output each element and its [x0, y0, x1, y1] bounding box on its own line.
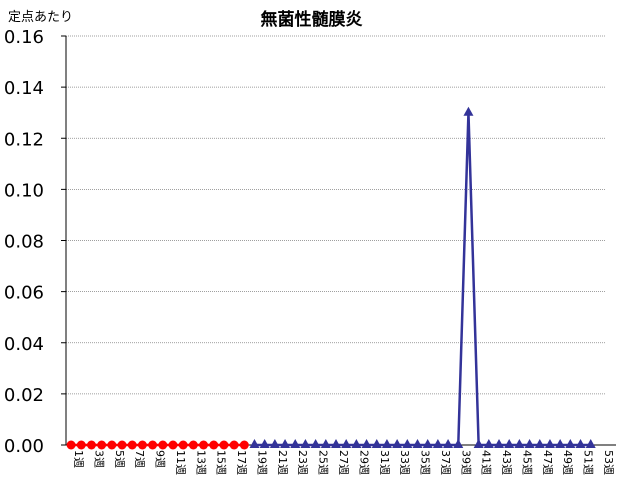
y-tick-label: 0.14 [4, 78, 44, 99]
x-tick-label: 21週 [276, 450, 289, 475]
data-point [178, 440, 188, 450]
data-point [381, 439, 392, 448]
y-tick-label: 0.04 [4, 334, 44, 355]
x-tick-label: 3週 [92, 450, 105, 468]
x-tick-label: 23週 [296, 450, 309, 475]
data-point [331, 439, 341, 448]
data-point [320, 439, 331, 448]
data-point [127, 440, 137, 450]
x-tick-label: 7週 [133, 450, 146, 468]
data-point [392, 439, 403, 448]
data-point [443, 439, 454, 448]
data-point [483, 439, 494, 448]
data-point [371, 439, 382, 448]
x-tick-label: 25週 [317, 450, 330, 475]
data-point [565, 439, 576, 448]
data-point [361, 439, 372, 448]
data-point [229, 440, 239, 450]
data-point [209, 440, 219, 450]
data-point [86, 440, 96, 450]
x-tick-label: 53週 [602, 450, 615, 475]
data-point [107, 440, 117, 450]
data-point [341, 439, 352, 448]
x-tick-label: 35週 [419, 450, 432, 475]
x-tick-label: 15週 [215, 450, 228, 475]
data-point [137, 440, 147, 450]
data-point [504, 439, 515, 448]
x-tick-label: 31週 [378, 450, 391, 475]
data-point [188, 440, 198, 450]
x-tick-label: 17週 [235, 450, 248, 475]
x-tick-label: 51週 [582, 450, 595, 475]
data-point [280, 439, 291, 448]
x-tick-label: 1週 [72, 450, 85, 468]
data-point [555, 439, 566, 448]
data-point [259, 439, 270, 448]
data-point [544, 439, 555, 448]
y-tick-label: 0.12 [4, 129, 44, 150]
data-point [117, 440, 127, 450]
data-point [494, 439, 505, 448]
y-tick-label: 0.10 [4, 180, 44, 201]
data-point [300, 439, 311, 448]
data-point [239, 440, 249, 450]
x-tick-label: 9週 [154, 450, 167, 468]
data-point [199, 440, 209, 450]
data-point [524, 439, 535, 448]
data-point [249, 439, 260, 448]
x-tick-label: 37週 [439, 450, 452, 475]
x-tick-label: 29週 [357, 450, 370, 475]
data-point [158, 440, 168, 450]
data-point [585, 439, 596, 448]
data-point [473, 439, 484, 448]
y-tick-label: 0.16 [4, 27, 44, 48]
y-tick-label: 0.02 [4, 385, 44, 406]
x-tick-label: 39週 [459, 450, 472, 475]
x-tick-label: 43週 [500, 450, 513, 475]
y-tick-label: 0.00 [4, 436, 44, 457]
data-point [76, 440, 86, 450]
data-point [514, 439, 525, 448]
data-point [290, 439, 301, 448]
data-point [412, 439, 423, 448]
data-point [534, 439, 545, 448]
data-point [269, 439, 280, 448]
data-point [168, 440, 178, 450]
data-point [148, 440, 158, 450]
y-tick-label: 0.06 [4, 283, 44, 304]
data-point [97, 440, 107, 450]
data-point [463, 106, 474, 116]
x-tick-label: 47週 [541, 450, 554, 475]
data-point [575, 439, 586, 448]
series-line [254, 112, 591, 447]
data-point [310, 439, 321, 448]
y-tick-label: 0.08 [4, 232, 44, 253]
data-point [453, 439, 464, 448]
x-tick-label: 45週 [520, 450, 533, 475]
x-tick-label: 49週 [561, 450, 574, 475]
y-axis-label: 定点あたり [8, 10, 74, 25]
chart-title: 無菌性髄膜炎 [260, 10, 363, 30]
data-point [351, 439, 362, 448]
x-tick-label: 5週 [113, 450, 126, 468]
data-point [66, 440, 76, 450]
x-tick-label: 13週 [194, 450, 207, 475]
x-tick-label: 27週 [337, 450, 350, 475]
data-point [432, 439, 443, 448]
x-tick-label: 33週 [398, 450, 411, 475]
x-tick-label: 19週 [255, 450, 268, 475]
x-tick-label: 11週 [174, 450, 187, 475]
data-point [219, 440, 229, 450]
x-tick-label: 41週 [480, 450, 493, 475]
data-point [422, 439, 433, 448]
data-point [402, 439, 413, 448]
